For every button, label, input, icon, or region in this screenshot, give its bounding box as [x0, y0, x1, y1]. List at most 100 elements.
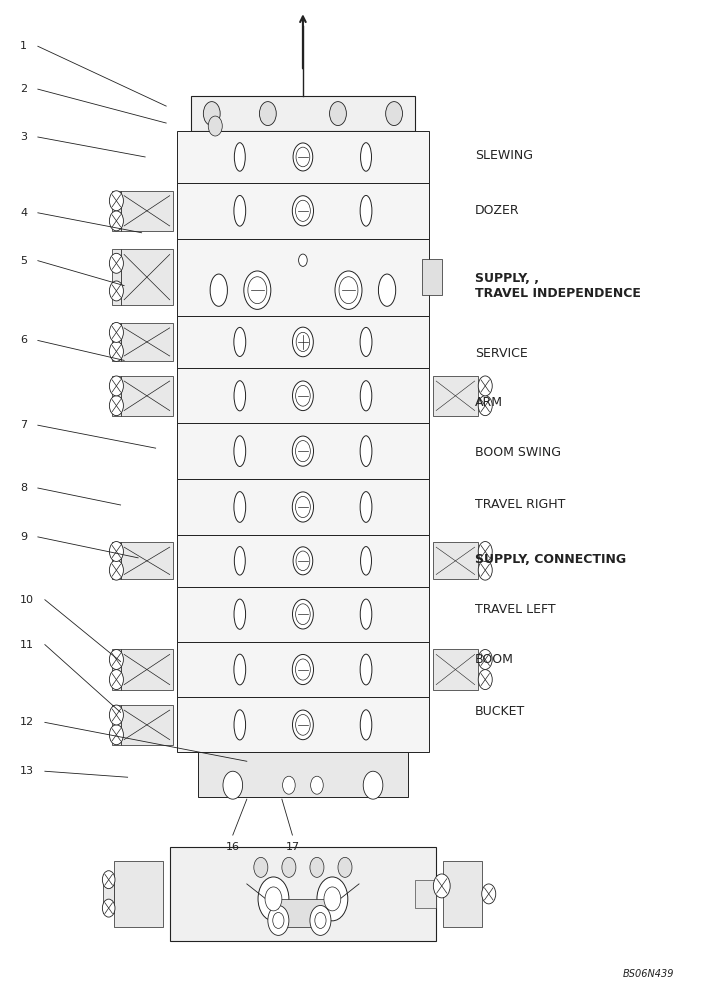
Bar — [422, 259, 441, 295]
Circle shape — [208, 116, 222, 136]
Ellipse shape — [360, 710, 372, 740]
Ellipse shape — [360, 599, 372, 629]
Bar — [113, 861, 163, 927]
Circle shape — [292, 196, 313, 226]
Text: 6: 6 — [20, 335, 27, 345]
Ellipse shape — [360, 654, 372, 685]
Text: 7: 7 — [20, 420, 27, 430]
Ellipse shape — [234, 381, 246, 411]
Circle shape — [296, 147, 310, 167]
Text: 16: 16 — [226, 842, 240, 852]
Bar — [112, 323, 120, 361]
Circle shape — [109, 211, 123, 231]
Circle shape — [296, 441, 310, 462]
Text: 1: 1 — [20, 41, 27, 51]
Circle shape — [292, 436, 313, 466]
Circle shape — [317, 877, 348, 921]
Circle shape — [338, 857, 352, 877]
Bar — [443, 861, 482, 927]
Circle shape — [296, 604, 310, 625]
Bar — [177, 697, 429, 752]
Bar — [177, 587, 429, 642]
Ellipse shape — [210, 274, 227, 306]
Bar — [191, 96, 415, 131]
Bar — [177, 183, 429, 239]
Bar — [177, 535, 429, 587]
Text: BS06N439: BS06N439 — [623, 969, 674, 979]
Text: BOOM SWING: BOOM SWING — [474, 446, 560, 459]
Circle shape — [478, 670, 492, 690]
Circle shape — [109, 376, 123, 396]
Circle shape — [324, 887, 341, 911]
Bar — [112, 249, 120, 305]
Bar — [177, 642, 429, 697]
Circle shape — [478, 396, 492, 416]
Text: TRAVEL RIGHT: TRAVEL RIGHT — [474, 498, 565, 511]
Text: 11: 11 — [20, 640, 34, 650]
Circle shape — [272, 912, 284, 928]
Circle shape — [296, 200, 310, 221]
Circle shape — [265, 887, 282, 911]
Bar — [112, 191, 120, 231]
Circle shape — [296, 385, 310, 406]
Circle shape — [109, 396, 123, 416]
Circle shape — [109, 670, 123, 690]
Circle shape — [478, 650, 492, 669]
Bar — [120, 323, 173, 361]
Circle shape — [109, 341, 123, 361]
Circle shape — [386, 102, 403, 126]
Ellipse shape — [234, 436, 246, 466]
Ellipse shape — [234, 195, 246, 226]
Circle shape — [102, 871, 115, 889]
Bar — [120, 191, 173, 231]
Bar — [177, 239, 429, 316]
Circle shape — [109, 650, 123, 669]
Circle shape — [293, 143, 313, 171]
Bar — [415, 880, 436, 908]
Circle shape — [109, 281, 123, 301]
Circle shape — [268, 905, 289, 935]
Text: BOOM: BOOM — [474, 653, 514, 666]
Ellipse shape — [234, 599, 246, 629]
Circle shape — [109, 725, 123, 745]
Bar — [177, 423, 429, 479]
Text: ARM: ARM — [474, 396, 503, 409]
Bar — [177, 316, 429, 368]
Ellipse shape — [234, 547, 245, 575]
Ellipse shape — [379, 274, 396, 306]
Text: 12: 12 — [20, 717, 34, 727]
Circle shape — [292, 710, 313, 740]
Circle shape — [310, 776, 323, 794]
Circle shape — [482, 884, 496, 904]
Bar — [120, 249, 173, 305]
Circle shape — [248, 277, 267, 304]
Circle shape — [102, 899, 115, 917]
Circle shape — [258, 877, 289, 921]
Text: 2: 2 — [20, 84, 27, 94]
Circle shape — [292, 327, 313, 357]
Ellipse shape — [360, 327, 372, 356]
Circle shape — [298, 254, 307, 266]
Bar — [152, 259, 172, 295]
Circle shape — [434, 874, 450, 898]
Circle shape — [329, 102, 346, 126]
Circle shape — [296, 551, 310, 571]
Circle shape — [315, 912, 326, 928]
Text: 13: 13 — [20, 766, 34, 776]
Ellipse shape — [360, 492, 372, 522]
Text: SERVICE: SERVICE — [474, 347, 527, 360]
Circle shape — [310, 905, 331, 935]
Text: DOZER: DOZER — [474, 204, 520, 217]
Bar — [170, 847, 436, 941]
Bar — [112, 542, 120, 579]
Bar — [103, 875, 113, 913]
Text: 8: 8 — [20, 483, 27, 493]
Ellipse shape — [234, 710, 246, 740]
Circle shape — [478, 376, 492, 396]
Circle shape — [223, 771, 243, 799]
Ellipse shape — [360, 436, 372, 466]
Circle shape — [109, 322, 123, 342]
Circle shape — [254, 857, 268, 877]
Bar — [433, 376, 478, 416]
Circle shape — [203, 102, 220, 126]
